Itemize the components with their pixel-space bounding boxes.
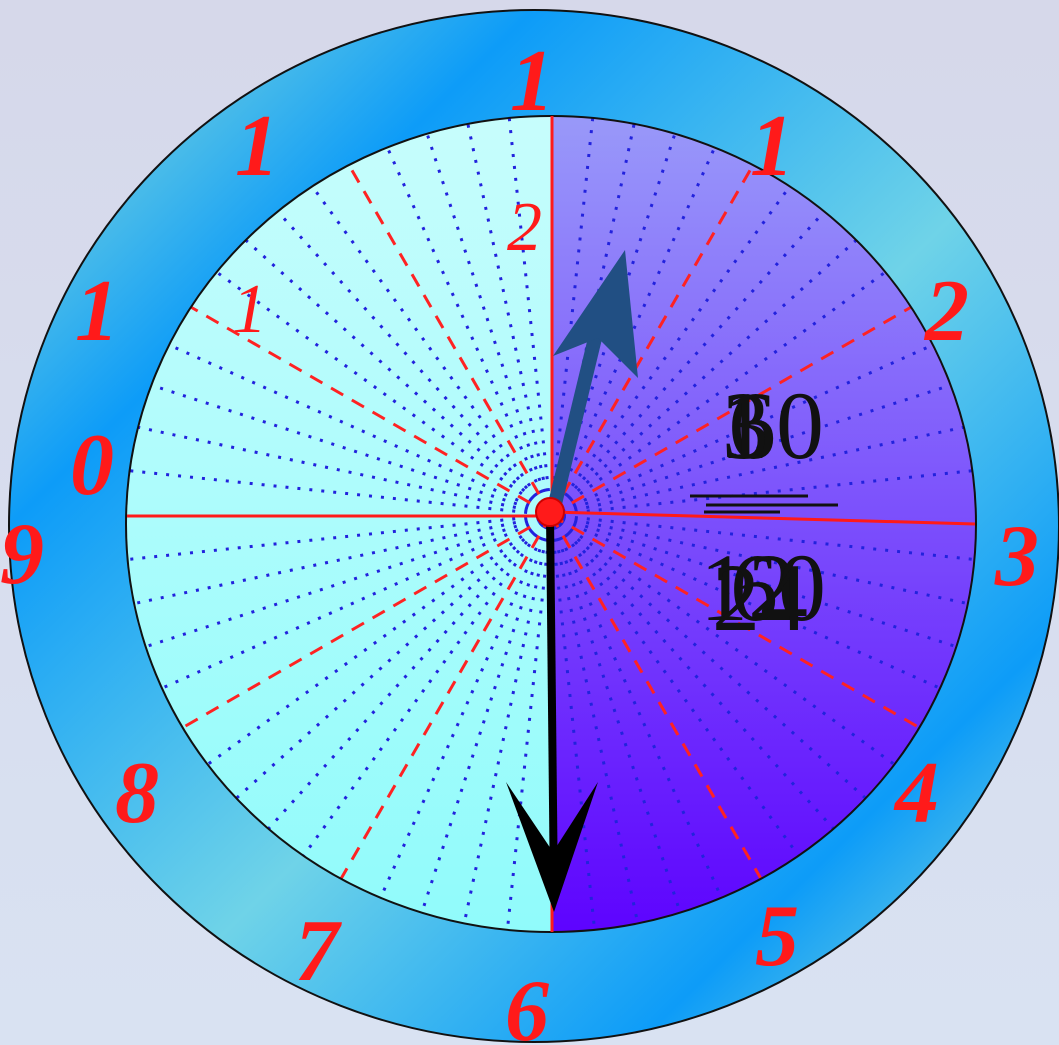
outer-number-3: 3 [994,508,1039,605]
outer-number-10-digit-1: 1 [75,263,119,360]
outer-number-2: 2 [923,263,969,360]
outer-number-10-digit-0: 0 [70,417,114,514]
minute-hand [506,514,598,912]
fraction-denominator-b: 60 [730,534,826,641]
horizontal-axis-line-right [551,510,976,526]
outer-number-1: 1 [750,98,794,195]
hour-hand [546,250,638,514]
inner-number-1: 1 [232,271,267,348]
fraction-denominator-a: 12 [700,534,796,641]
inner-number-2: 2 [507,189,542,266]
fraction-numerator-a: 3 [722,372,770,479]
fraction-label: 3 60 1 12 60 24 [690,372,838,651]
outer-number-4: 4 [893,745,939,842]
outer-number-9: 9 [0,506,44,603]
outer-number-6: 6 [505,963,549,1045]
outer-number-12: 1 [510,33,554,130]
fraction-numerator-c: 1 [720,372,768,479]
outer-number-5: 5 [755,888,799,985]
fraction-denominator-c: 24 [712,544,808,651]
outer-number-7: 7 [295,903,342,1000]
outer-number-8: 8 [115,745,159,842]
outer-number-11: 1 [235,98,279,195]
fraction-numerator-b: 60 [728,372,824,479]
center-pin [535,497,565,527]
